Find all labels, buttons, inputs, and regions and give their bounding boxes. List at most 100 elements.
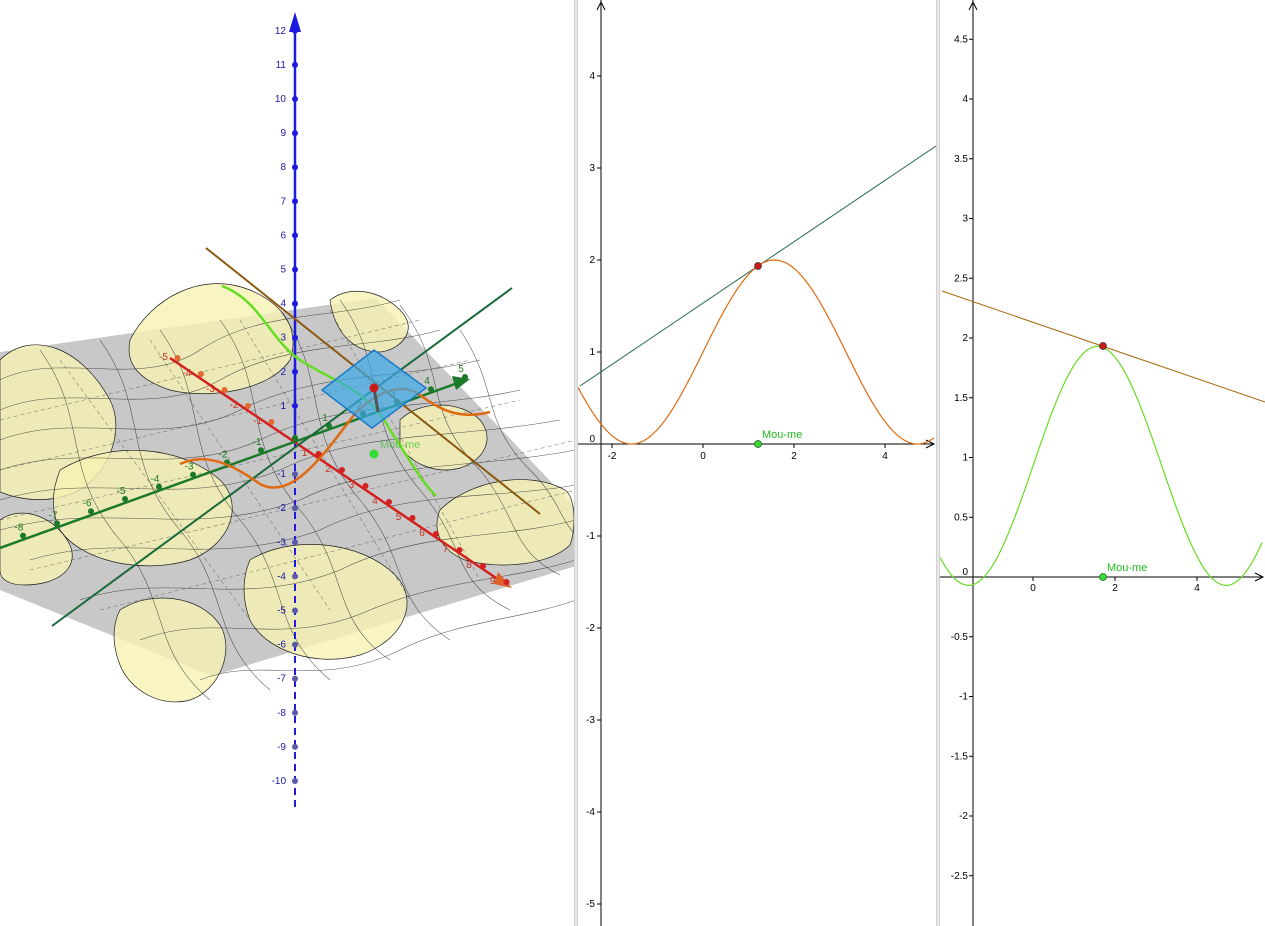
z-tick-dot <box>292 505 298 512</box>
y-tick-label: -2 <box>219 449 228 460</box>
x-tick-label: 6 <box>419 528 425 539</box>
x-tick-label: 8 <box>466 560 472 571</box>
z-tick-dot <box>292 607 298 614</box>
y-tick-label-2d1: -5 <box>586 899 595 910</box>
z-tick-dot <box>292 641 298 648</box>
z-tick-dot <box>292 27 298 34</box>
z-tick-label: 1 <box>280 401 286 412</box>
ticks-2d2: 0 2 4 4.5 4 3.5 3 2.5 2 1.5 1 0.5 0 -0.5 -1 -1.5 -2 -2.5 <box>951 34 1200 882</box>
tangent-point-2d1[interactable] <box>754 262 762 270</box>
tangent-point-2d2[interactable] <box>1099 342 1107 350</box>
graphics-2d-view-2[interactable]: 0 2 4 4.5 4 3.5 3 2.5 2 1.5 1 0.5 0 -0.5 -1 -1.5 -2 -2.5 … <box>940 0 1265 926</box>
y-axis-arrow-2d1 <box>596 0 606 11</box>
x-axis-ticks: -5 -4 -3 -2 -1 1 2 3 4 5 6 7 8 9 <box>159 352 510 587</box>
x-tick-dot <box>221 387 228 393</box>
z-tick-label: -10 <box>272 776 287 787</box>
slider-point-2d2[interactable] <box>1099 573 1107 581</box>
y-tick-label-2d1: -3 <box>586 715 595 726</box>
z-tick-dot <box>292 539 298 546</box>
x-tick-label-2d1: 4 <box>882 451 888 462</box>
y-tick-label-2d1: -1 <box>586 531 595 542</box>
z-tick-label: 5 <box>280 265 286 276</box>
x-tick-label: 1 <box>302 448 308 459</box>
slider-point-3d[interactable] <box>369 449 379 459</box>
y-tick-label-2d2: 2.5 <box>954 273 968 284</box>
y-tick-label: -5 <box>117 486 126 497</box>
x-tick-label-2d1: 2 <box>791 451 797 462</box>
x-tick-dot <box>362 483 369 489</box>
z-tick-dot <box>292 471 298 478</box>
z-tick-label: -6 <box>277 640 286 651</box>
x-tick-dot <box>198 371 204 377</box>
view-splitter-right[interactable] <box>936 0 940 926</box>
z-tick-dot <box>292 743 298 750</box>
x-tick-label-2d2: 0 <box>1030 583 1036 594</box>
z-tick-label: -2 <box>277 503 286 514</box>
z-tick-label: 9 <box>280 128 286 139</box>
x-tick-label: 3 <box>349 480 355 491</box>
y-tick-dot <box>20 532 26 539</box>
tangent-line-x-direction[interactable] <box>51 287 513 627</box>
z-axis-arrow <box>289 12 301 32</box>
z-tick-dot <box>292 573 298 580</box>
section-curve-orange[interactable] <box>179 387 491 489</box>
z-tick-label: 2 <box>280 367 286 378</box>
z-tick-label: -9 <box>277 742 286 753</box>
y-tick-label-2d1: -2 <box>586 623 595 634</box>
z-tick-dot <box>292 334 298 341</box>
x-tick-dot <box>245 403 251 409</box>
x-tick-dot <box>268 419 275 425</box>
x-tick-dot <box>456 547 463 553</box>
y-tick-label-2d2: 4.5 <box>954 34 968 45</box>
z-tick-dot <box>292 778 298 784</box>
x-tick-dot <box>339 467 345 473</box>
x-tick-label: -4 <box>183 368 192 379</box>
y-tick-label-2d1: 1 <box>589 347 595 358</box>
x-tick-label: 5 <box>396 512 402 523</box>
y-tick-label-2d2: 1 <box>962 453 968 464</box>
x-tick-label: 2 <box>325 464 331 475</box>
surface-point[interactable] <box>369 383 379 393</box>
z-tick-label: 7 <box>280 196 286 207</box>
y-tick-label-2d1: 0 <box>589 434 595 445</box>
view-splitter-left[interactable] <box>574 0 578 926</box>
slider-label-2d2: Mou-me <box>1107 562 1147 574</box>
y-axis-arrow-2d2 <box>968 0 978 11</box>
z-tick-label: 4 <box>280 299 286 310</box>
x-tick-label-2d2: 4 <box>1194 583 1200 594</box>
z-tick-label: -1 <box>277 469 286 480</box>
y-tick-dot <box>258 447 264 454</box>
x-tick-label: -5 <box>159 352 168 363</box>
graphics-2d-canvas-2[interactable]: 0 2 44.543.532.521.510.50-0.5-1-1.5-2-2.5 … <box>940 0 1265 926</box>
y-tick-label: -1 <box>253 437 262 448</box>
x-axis <box>169 356 509 588</box>
z-tick-label: 12 <box>275 26 287 37</box>
z-tick-dot <box>292 61 298 68</box>
z-tick-dot <box>292 96 298 102</box>
x-tick-dot <box>174 355 181 361</box>
slider-point-2d1[interactable] <box>754 440 762 448</box>
y-tick-label-2d2: 0.5 <box>954 512 968 523</box>
y-tick-label: 4 <box>424 376 430 387</box>
z-tick-label: 6 <box>280 230 286 241</box>
slider-label-2d1: Mou-me <box>762 429 802 441</box>
y-tick-label-2d2: 0 <box>962 567 968 578</box>
z-tick-label: -8 <box>277 708 286 719</box>
x-tick-label: -3 <box>206 384 215 395</box>
z-tick-label: -7 <box>277 674 286 685</box>
slider-label-3d: Mou-me <box>380 439 420 451</box>
graphics-2d-canvas-1[interactable]: -2 0 2 4 4 3 2 1 0 -1 -2 -3 -4 -5 Mou-me <box>578 0 936 926</box>
graphics-3d-view[interactable]: 12 11 10 9 8 7 6 5 4 3 2 1 -1 -2 -3 -4 -5 -6 -7 -8 -9 -10 -5-… <box>0 0 576 926</box>
cross-section-curve-green[interactable] <box>940 345 1263 587</box>
y-tick-label-2d2: 4 <box>962 94 968 105</box>
z-tick-dot <box>292 402 298 409</box>
y-tick-dot <box>122 496 128 502</box>
graphics-2d-view-1[interactable]: -2 0 2 4 4 3 2 1 0 -1 -2 -3 -4 -5 Mou-me <box>578 0 936 926</box>
z-tick-label: -3 <box>277 537 286 548</box>
y-tick-label-2d2: 1.5 <box>954 393 968 404</box>
y-tick-label: -4 <box>151 474 160 485</box>
cross-section-curve-orange[interactable] <box>578 259 935 445</box>
y-tick-label: 5 <box>458 364 464 375</box>
